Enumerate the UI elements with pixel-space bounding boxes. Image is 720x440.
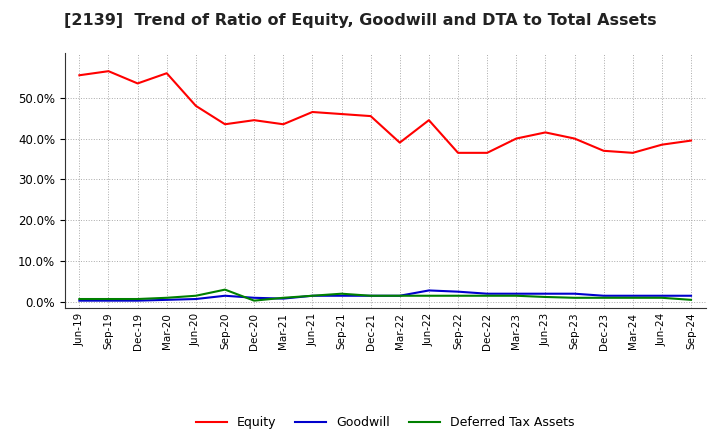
Deferred Tax Assets — [541, 294, 550, 300]
Deferred Tax Assets — [454, 293, 462, 298]
Goodwill — [366, 293, 375, 298]
Deferred Tax Assets — [192, 293, 200, 298]
Deferred Tax Assets — [75, 297, 84, 302]
Deferred Tax Assets — [133, 297, 142, 302]
Goodwill — [483, 291, 492, 297]
Equity — [541, 130, 550, 135]
Deferred Tax Assets — [220, 287, 229, 292]
Goodwill — [75, 298, 84, 303]
Goodwill — [541, 291, 550, 297]
Goodwill — [425, 288, 433, 293]
Deferred Tax Assets — [512, 293, 521, 298]
Goodwill — [512, 291, 521, 297]
Deferred Tax Assets — [163, 295, 171, 301]
Equity — [687, 138, 696, 143]
Goodwill — [687, 293, 696, 298]
Equity — [629, 150, 637, 155]
Equity — [395, 140, 404, 145]
Equity — [133, 81, 142, 86]
Goodwill — [220, 293, 229, 298]
Equity — [599, 148, 608, 154]
Equity — [279, 121, 287, 127]
Equity — [366, 114, 375, 119]
Goodwill — [629, 293, 637, 298]
Deferred Tax Assets — [599, 295, 608, 301]
Goodwill — [308, 293, 317, 298]
Goodwill — [250, 295, 258, 301]
Deferred Tax Assets — [629, 295, 637, 301]
Equity — [163, 70, 171, 76]
Deferred Tax Assets — [425, 293, 433, 298]
Goodwill — [599, 293, 608, 298]
Equity — [425, 117, 433, 123]
Text: [2139]  Trend of Ratio of Equity, Goodwill and DTA to Total Assets: [2139] Trend of Ratio of Equity, Goodwil… — [63, 13, 657, 28]
Goodwill — [395, 293, 404, 298]
Goodwill — [570, 291, 579, 297]
Goodwill — [454, 289, 462, 294]
Deferred Tax Assets — [250, 298, 258, 303]
Deferred Tax Assets — [483, 293, 492, 298]
Equity — [454, 150, 462, 155]
Goodwill — [163, 297, 171, 302]
Goodwill — [133, 298, 142, 303]
Equity — [512, 136, 521, 141]
Deferred Tax Assets — [337, 291, 346, 297]
Equity — [483, 150, 492, 155]
Line: Deferred Tax Assets: Deferred Tax Assets — [79, 290, 691, 301]
Goodwill — [337, 293, 346, 298]
Legend: Equity, Goodwill, Deferred Tax Assets: Equity, Goodwill, Deferred Tax Assets — [191, 411, 580, 434]
Goodwill — [192, 297, 200, 302]
Equity — [75, 73, 84, 78]
Goodwill — [104, 298, 113, 303]
Equity — [657, 142, 666, 147]
Deferred Tax Assets — [308, 293, 317, 298]
Goodwill — [657, 293, 666, 298]
Equity — [337, 111, 346, 117]
Equity — [220, 121, 229, 127]
Deferred Tax Assets — [104, 297, 113, 302]
Equity — [570, 136, 579, 141]
Deferred Tax Assets — [279, 295, 287, 301]
Line: Equity: Equity — [79, 71, 691, 153]
Deferred Tax Assets — [687, 297, 696, 302]
Equity — [192, 103, 200, 109]
Goodwill — [279, 296, 287, 301]
Equity — [104, 69, 113, 74]
Deferred Tax Assets — [395, 293, 404, 298]
Deferred Tax Assets — [570, 295, 579, 301]
Deferred Tax Assets — [366, 293, 375, 298]
Deferred Tax Assets — [657, 295, 666, 301]
Equity — [308, 110, 317, 115]
Equity — [250, 117, 258, 123]
Line: Goodwill: Goodwill — [79, 290, 691, 301]
